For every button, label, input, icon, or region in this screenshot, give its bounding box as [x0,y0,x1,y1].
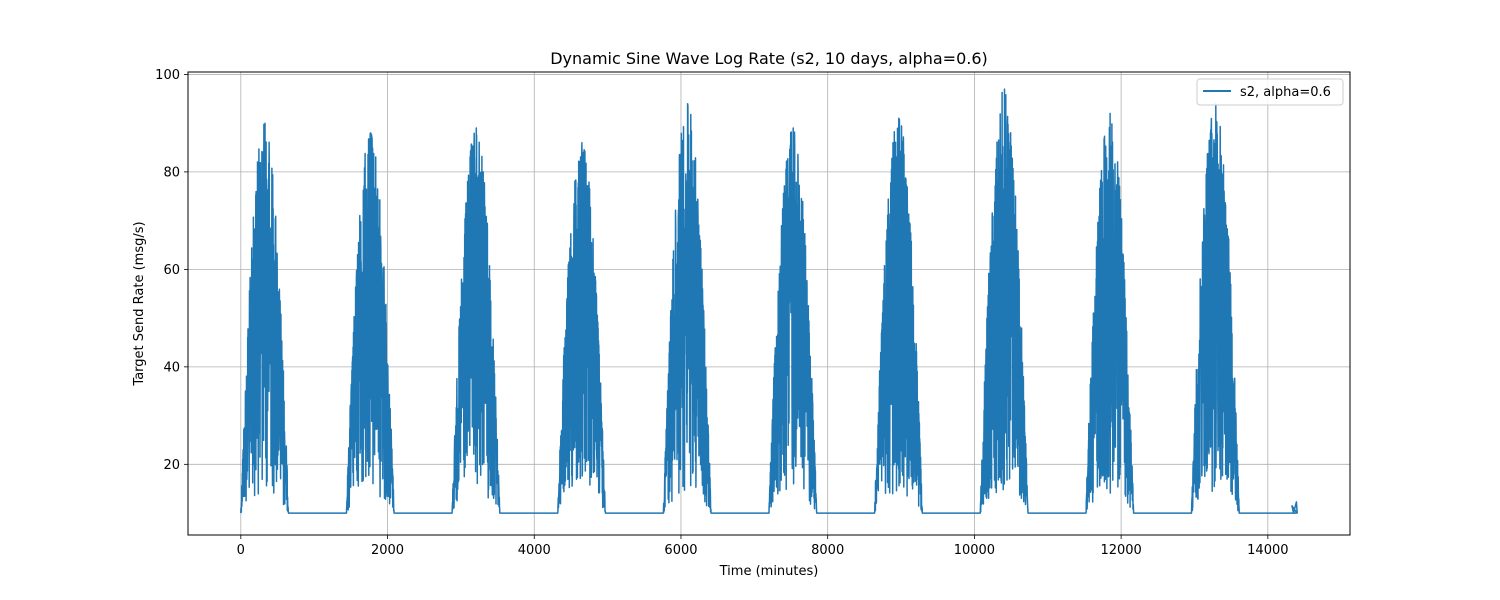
x-axis-label: Time (minutes) [719,564,819,579]
x-tick-label: 0 [237,543,245,558]
series-group [240,88,1298,514]
y-ticks: 20 40 60 80 100 [155,68,188,473]
legend: s2, alpha=0.6 [1196,78,1344,106]
legend-label: s2, alpha=0.6 [1240,85,1331,100]
y-tick-label: 40 [163,360,180,375]
x-tick-label: 8000 [811,543,844,558]
x-tick-label: 2000 [371,543,404,558]
plot-frame [187,71,1351,536]
legend-box [1196,78,1344,106]
x-tick-label: 14000 [1247,543,1288,558]
chart-title: Dynamic Sine Wave Log Rate (s2, 10 days,… [550,49,988,68]
x-tick-label: 4000 [518,543,551,558]
x-ticks: 0 2000 4000 6000 8000 10000 12000 14000 [237,535,1289,558]
x-tick-label: 12000 [1100,543,1141,558]
y-tick-label: 80 [163,165,180,180]
series-line-s2 [240,88,1298,514]
y-axis-label: Target Send Rate (msg/s) [132,221,147,386]
x-tick-label: 10000 [954,543,995,558]
y-tick-label: 100 [155,68,180,83]
y-tick-label: 20 [163,458,180,473]
x-tick-label: 6000 [664,543,697,558]
y-tick-label: 60 [163,263,180,278]
